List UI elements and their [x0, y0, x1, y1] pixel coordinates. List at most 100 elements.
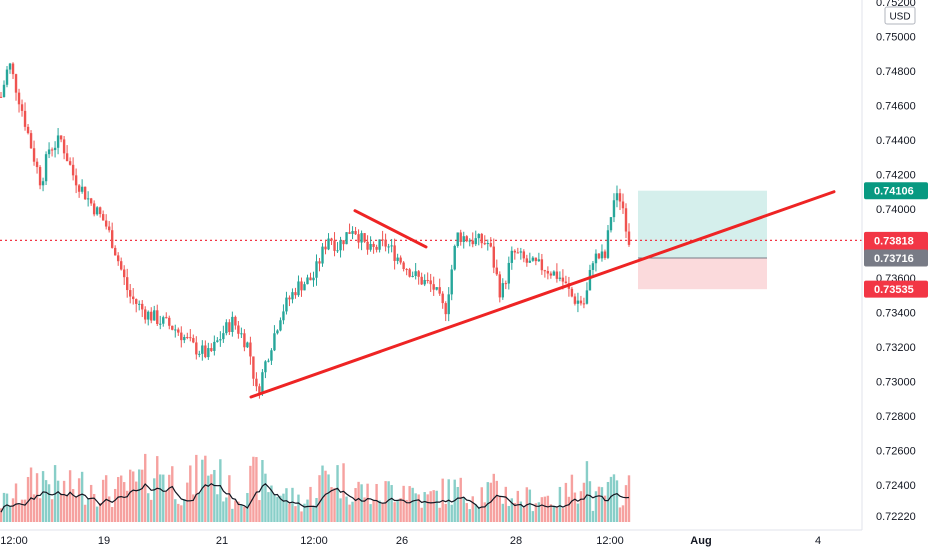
candle-body: [138, 303, 141, 305]
candle-body: [444, 303, 447, 315]
candle-body: [459, 232, 462, 242]
volume-bar: [423, 492, 426, 522]
candle-body: [399, 257, 402, 263]
volume-bar: [204, 455, 207, 522]
rising-trendline[interactable]: [249, 190, 836, 399]
upper-trendline[interactable]: [353, 209, 428, 249]
candle-body: [11, 63, 15, 75]
currency-badge[interactable]: [884, 6, 916, 25]
candle-body: [213, 341, 216, 351]
candle-body: [50, 149, 54, 151]
volume-bar: [68, 470, 72, 522]
candle-body: [531, 257, 535, 261]
volume-bar: [414, 493, 417, 522]
candle-body: [579, 300, 583, 304]
candle-body: [564, 281, 568, 284]
candle-body: [594, 253, 598, 264]
candle-body: [68, 161, 72, 165]
volume-bar: [192, 494, 195, 522]
volume-bar: [107, 496, 111, 522]
volume-bar: [405, 499, 408, 522]
volume-bar: [225, 497, 228, 522]
volume-bar: [156, 456, 159, 522]
candle-body: [345, 232, 348, 245]
time-tick-label: 21: [216, 535, 228, 547]
volume-bar: [606, 481, 610, 522]
candle-body: [20, 104, 24, 111]
candle-body: [207, 348, 210, 358]
candles: [0, 62, 631, 399]
candle-body: [393, 245, 396, 261]
candle-body: [29, 133, 33, 149]
candle-body: [414, 271, 417, 276]
drawings[interactable]: [249, 190, 836, 399]
candle-body: [141, 303, 144, 310]
candle-body: [501, 283, 504, 298]
candle-body: [441, 293, 444, 304]
volume-bar: [26, 476, 30, 522]
candle-body: [582, 303, 586, 305]
volume-bar: [330, 487, 333, 522]
candle-body: [552, 271, 556, 276]
candle-body: [86, 198, 90, 200]
volume-bar: [564, 482, 568, 522]
candle-body: [201, 345, 204, 354]
candle-body: [588, 269, 592, 291]
candle-body: [129, 290, 132, 297]
loss-zone[interactable]: [638, 257, 767, 290]
volume-bar: [570, 474, 574, 522]
volume-bar: [369, 504, 372, 522]
candle-body: [89, 198, 93, 204]
volume-bar: [483, 502, 486, 522]
candle-body: [204, 345, 207, 358]
candle-body: [240, 333, 243, 335]
volume-bar: [282, 493, 285, 522]
volume-bar: [234, 500, 237, 522]
volume-bar: [162, 474, 165, 522]
volume-bar: [119, 475, 123, 522]
volume-bar: [150, 499, 153, 522]
candle-body: [465, 236, 468, 242]
price-axis-bg: [862, 0, 932, 550]
volume-bar: [339, 498, 342, 522]
time-tick-label: 26: [396, 535, 408, 547]
candle-body: [168, 317, 171, 326]
volume-bar: [174, 499, 177, 522]
candle-body: [378, 239, 381, 250]
candle-body: [258, 386, 261, 394]
volume-bar: [534, 503, 538, 522]
candle-body: [153, 310, 156, 321]
volume-bar: [216, 494, 219, 522]
volume-bar: [20, 499, 24, 522]
volume-bar: [345, 496, 348, 522]
candle-body: [177, 329, 180, 333]
volume-bar: [306, 499, 309, 522]
volume-bar: [588, 481, 592, 522]
candle-body: [80, 186, 84, 192]
volume-bar: [450, 504, 453, 522]
candle-body: [333, 240, 336, 251]
volume-bar: [387, 481, 390, 522]
volume-bar: [513, 502, 517, 522]
volume-bar: [567, 496, 571, 522]
candle-body: [435, 287, 438, 290]
time-tick-label: Aug: [690, 535, 711, 547]
candle-body: [570, 288, 574, 297]
candle-body: [101, 214, 105, 221]
volume-bar: [465, 503, 468, 522]
volume-bar: [315, 498, 318, 522]
profit-zone[interactable]: [638, 190, 767, 258]
candle-body: [390, 245, 393, 247]
volume-bar: [375, 483, 378, 522]
volume-bars: [0, 453, 631, 522]
volume-bar: [89, 484, 93, 522]
volume-bar: [47, 484, 51, 522]
candle-body: [285, 297, 288, 312]
candle-body: [366, 241, 369, 250]
price-tick-label: 0.74600: [876, 100, 916, 112]
volume-bar: [558, 486, 562, 522]
candle-body: [288, 297, 291, 300]
volume-bar: [153, 478, 156, 522]
